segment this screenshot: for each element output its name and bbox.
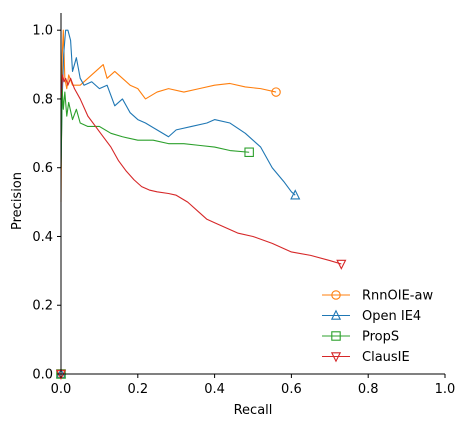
x-tick-label: 0.6 xyxy=(281,382,302,397)
legend: RnnOIE-aw Open IE4 PropS ClausIE xyxy=(322,289,433,366)
legend-label-props: PropS xyxy=(362,330,399,345)
legend-item-clausie: ClausIE xyxy=(322,350,410,365)
x-tick-label: 0.8 xyxy=(358,382,379,397)
y-tick-label: 0.8 xyxy=(32,92,53,107)
legend-item-props: PropS xyxy=(322,330,399,345)
x-tick-label: 0.2 xyxy=(127,382,148,397)
y-axis-label: Precision xyxy=(10,172,25,230)
y-tick-label: 0.0 xyxy=(32,368,53,383)
x-axis-label: Recall xyxy=(234,403,273,418)
legend-item-open-ie4: Open IE4 xyxy=(322,309,421,324)
x-tick-label: 1.0 xyxy=(435,382,456,397)
legend-label-open-ie4: Open IE4 xyxy=(362,309,421,324)
y-tick-label: 1.0 xyxy=(32,24,53,39)
legend-label-clausie: ClausIE xyxy=(362,350,410,365)
series-end-marker-clausie xyxy=(337,260,345,268)
x-tick-label: 0.4 xyxy=(204,382,225,397)
y-tick-label: 0.4 xyxy=(32,230,53,245)
series-line-open-ie4 xyxy=(61,30,295,195)
plot-series-layer xyxy=(57,30,346,379)
legend-item-rnnoie-aw: RnnOIE-aw xyxy=(322,289,433,304)
series-line-clausie xyxy=(61,75,341,264)
legend-label-rnnoie-aw: RnnOIE-aw xyxy=(362,289,433,304)
y-tick-label: 0.2 xyxy=(32,299,53,314)
x-tick-label: 0.0 xyxy=(51,382,72,397)
y-tick-label: 0.6 xyxy=(32,161,53,176)
series-line-rnnoie-aw xyxy=(61,30,276,202)
